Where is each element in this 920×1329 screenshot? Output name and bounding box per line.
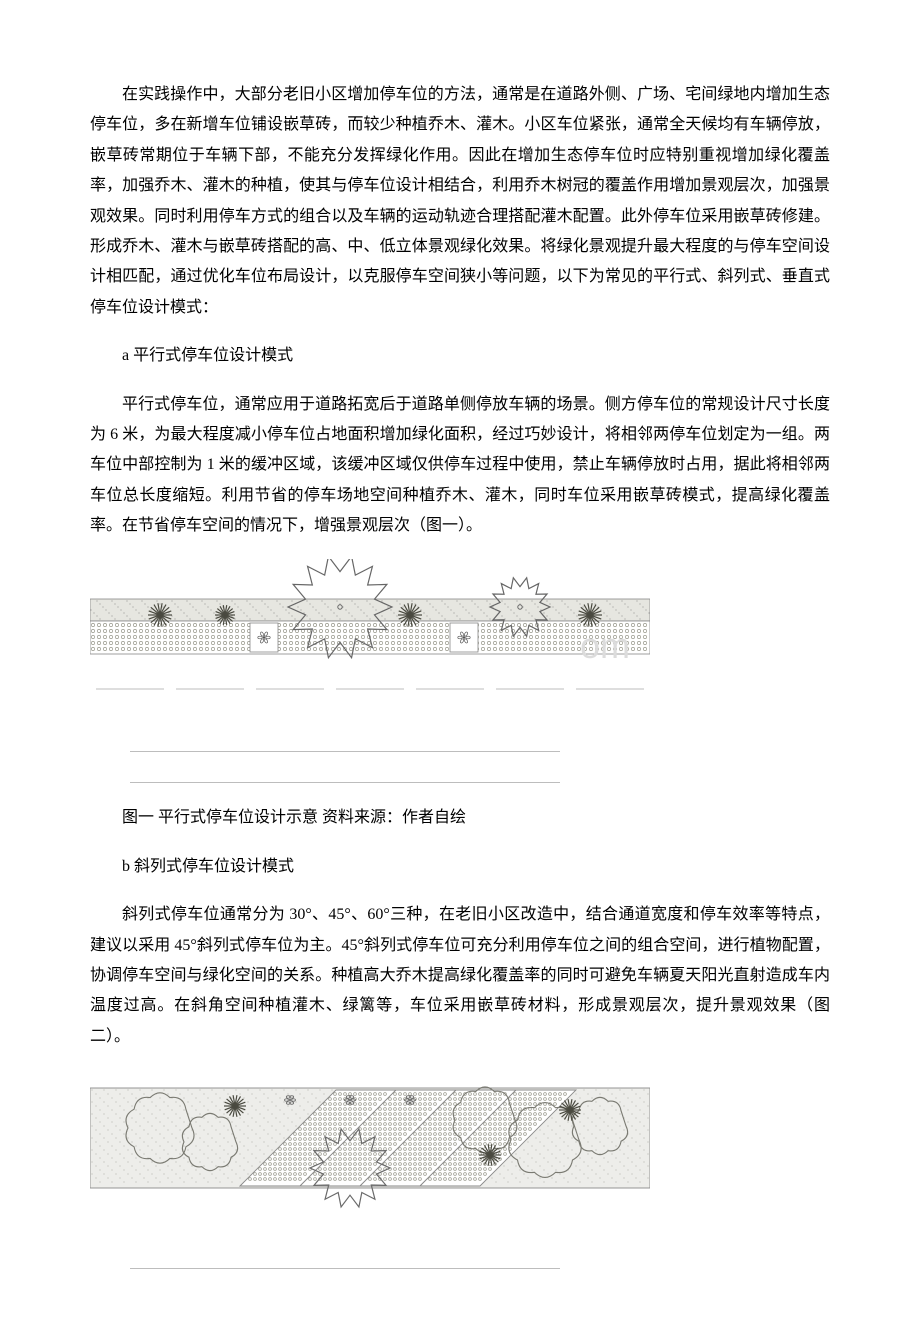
heading-b: b 斜列式停车位设计模式 [90,852,830,882]
figure-1-parallel-parking: om [90,559,830,729]
intro-paragraph: 在实践操作中，大部分老旧小区增加停车位的方法，通常是在道路外侧、广场、宅间绿地内… [90,80,830,323]
heading-a: a 平行式停车位设计模式 [90,341,830,371]
document-page: 在实践操作中，大部分老旧小区增加停车位的方法，通常是在道路外侧、广场、宅间绿地内… [0,0,920,1329]
figure-1-caption: 图一 平行式停车位设计示意 资料来源：作者自绘 [90,803,830,833]
divider-line [130,1268,560,1269]
figure-2-diagonal-parking [90,1070,830,1240]
paragraph-a: 平行式停车位，通常应用于道路拓宽后于道路单侧停放车辆的场景。侧方停车位的常规设计… [90,390,830,542]
divider-line [130,782,560,783]
divider-line [130,751,560,752]
paragraph-b: 斜列式停车位通常分为 30°、45°、60°三种，在老旧小区改造中，结合通道宽度… [90,900,830,1052]
